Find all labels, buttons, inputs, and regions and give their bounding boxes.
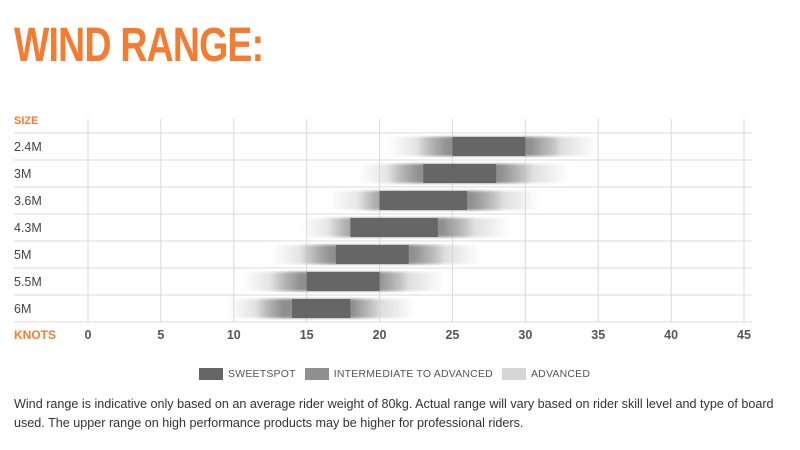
category-label: 2.4M [14,140,42,154]
x-tick-label: 40 [664,328,678,342]
sweetspot-bar [452,137,526,156]
category-label: 6M [14,302,31,316]
x-tick-label: 0 [85,328,92,342]
bars [226,137,599,318]
legend-item-intermediate: INTERMEDIATE TO ADVANCED [304,368,493,380]
disclaimer-text: Wind range is indicative only based on a… [14,397,774,430]
legend-label-sweetspot: SWEETSPOT [228,368,296,380]
legend-item-advanced: ADVANCED [501,368,591,380]
category-label: 4.3M [14,221,42,235]
sweetspot-bar [292,299,351,318]
x-tick-label: 15 [300,328,314,342]
y-axis-title: SIZE [14,115,38,127]
x-tick-label: 35 [591,328,605,342]
x-tick-label: 10 [227,328,241,342]
legend-label-advanced: ADVANCED [530,368,591,380]
category-label: 3.6M [14,194,42,208]
labels: SIZE 2.4M 3M 3.6M 4.3M 5M 5.5M 6M KNOTS 0 5 10 15 20 2… [14,115,751,342]
sweetspot-swatch [199,368,223,380]
category-label: 5.5M [14,275,42,289]
category-label: 5M [14,248,31,262]
intermediate-swatch [304,368,329,380]
sweetspot-bar [379,191,468,210]
x-tick-label: 20 [373,328,387,342]
page-title: WIND RANGE: [14,19,264,72]
legend-label-intermediate: INTERMEDIATE TO ADVANCED [333,368,493,380]
advanced-swatch [501,368,526,380]
x-tick-label: 25 [445,328,459,342]
x-axis-title: KNOTS [14,328,56,342]
sweetspot-bar [423,164,497,183]
sweetspot-bar [350,218,438,237]
x-tick-label: 5 [157,328,164,342]
sweetspot-bar [306,272,380,291]
legend-item-sweetspot: SWEETSPOT [199,368,296,380]
wind-range-chart: SIZE 2.4M 3M 3.6M 4.3M 5M 5.5M 6M KNOTS 0 5 10 15 20 2… [14,115,752,342]
x-tick-label: 45 [737,328,751,342]
category-label: 3M [14,167,31,181]
legend: SWEETSPOT INTERMEDIATE TO ADVANCED ADVAN… [199,368,599,380]
x-tick-label: 30 [518,328,532,342]
sweetspot-bar [335,245,409,264]
